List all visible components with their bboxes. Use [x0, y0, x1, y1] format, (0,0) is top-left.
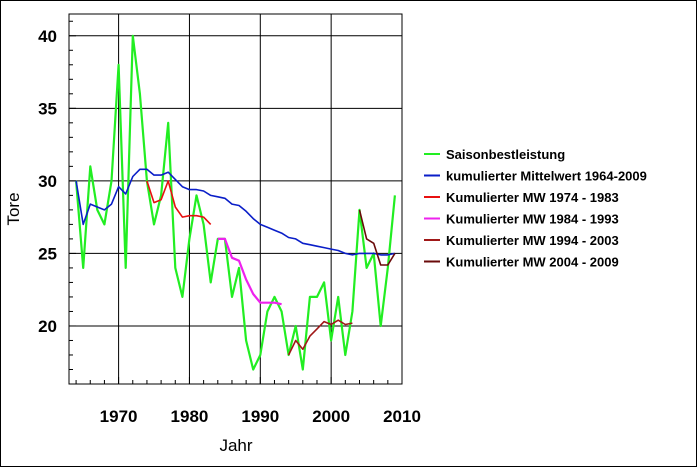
y-tick-label: 40 — [38, 27, 57, 46]
x-tick-label: 1980 — [171, 407, 209, 426]
legend-label: Saisonbestleistung — [446, 147, 565, 162]
legend-label: kumulierter Mittelwert 1964-2009 — [446, 169, 647, 184]
series-layer — [75, 34, 396, 371]
plot-area — [69, 14, 402, 384]
series-line-6 — [358, 209, 396, 266]
series-line-5 — [287, 319, 353, 356]
x-tick-label: 2000 — [312, 407, 350, 426]
legend-label: Kumulierter MW 1984 - 1993 — [446, 212, 619, 227]
plot-border — [68, 13, 403, 385]
y-tick-label: 20 — [38, 317, 57, 336]
x-tick-label: 1970 — [100, 407, 138, 426]
series-line-4 — [217, 237, 282, 306]
y-tick-label: 30 — [38, 172, 57, 191]
series-line-3 — [146, 180, 212, 225]
legend-label: Kumulierter MW 1994 - 2003 — [446, 233, 619, 248]
x-tick-label: 2010 — [383, 407, 421, 426]
x-tick-label: 1990 — [241, 407, 279, 426]
y-axis-title: Tore — [4, 192, 23, 225]
series-line-1 — [75, 34, 396, 371]
y-tick-label: 35 — [38, 99, 57, 118]
legend-label: Kumulierter MW 1974 - 1983 — [446, 190, 619, 205]
x-axis-title: Jahr — [219, 436, 252, 455]
legend-label: Kumulierter MW 2004 - 2009 — [446, 255, 619, 270]
legend: Saisonbestleistung kumulierter Mittelwert… — [424, 147, 647, 270]
series-line-2 — [75, 168, 396, 256]
axes: 20 25 30 35 40 1970 1980 1990 2000 2010 — [38, 13, 421, 426]
y-tick-label: 25 — [38, 244, 57, 263]
